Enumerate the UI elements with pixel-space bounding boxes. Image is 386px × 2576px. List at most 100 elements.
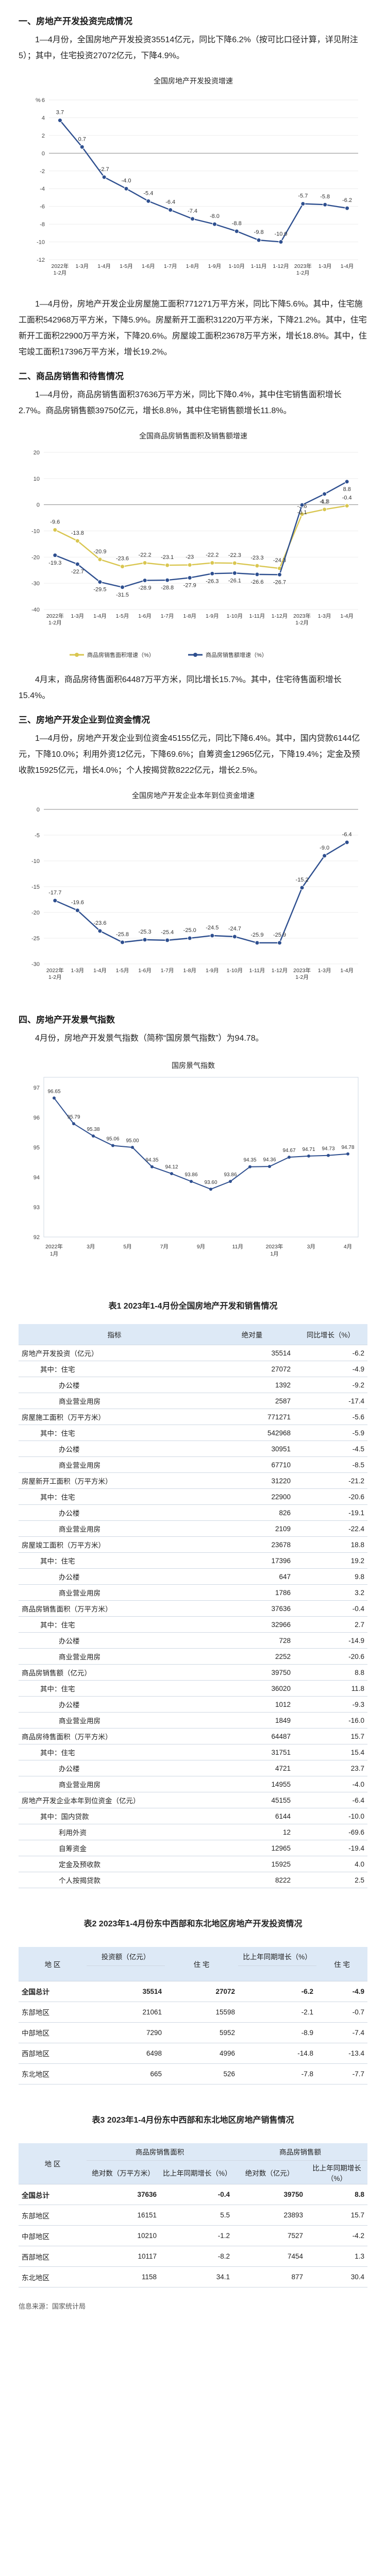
data-label: -19.6 [71,900,83,906]
data-point [256,238,261,243]
row-label: 其中：住宅 [19,1744,210,1760]
data-label: -6.2 [342,197,352,204]
row-label: 其中：住宅 [19,1488,210,1505]
data-label: -9.6 [50,519,60,525]
cell-value: 1158 [87,2266,160,2287]
table-row: 其中：住宅 22900 -20.6 [19,1488,367,1505]
row-label: 房地产开发企业本年到位资金（亿元） [19,1792,210,1808]
row-label: 商业营业用房 [19,1393,210,1409]
cell-value: -2.1 [238,2002,316,2023]
data-label: 94.35 [243,1158,256,1163]
table-row: 商业营业用房 14955 -4.0 [19,1776,367,1792]
data-point [52,527,57,532]
data-point [232,561,237,566]
cell-value: 7527 [233,2225,306,2246]
cell-value: 39750 [233,2184,306,2205]
chart-funds-growth: 全国房地产开发企业本年到位资金增速 0 -5 -10 -15 -20 -25 -30 2022年… [13,784,374,1003]
data-label: -26.6 [250,579,263,585]
chart-title: 国房景气指数 [172,1061,215,1070]
data-label: -5.8 [320,194,330,200]
cell-value: -7.8 [238,2063,316,2084]
x-tick-label: 1-3月 [75,263,89,269]
data-label: 94.73 [322,1146,334,1152]
x-tick-label: 1-7月 [163,263,177,269]
table-header: 地 区 [19,1947,87,1981]
data-point [344,206,349,211]
chart-investment-growth: 全国房地产开发投资增速 6 4 2 0 -2 -4 -6 -8 -10 -12% 2022年 1-2月 1… [13,69,374,293]
data-label: 8.8 [343,486,350,493]
data-label: -6.4 [342,832,351,838]
data-label: -25.3 [138,929,151,935]
cell-value: 37636 [87,2184,160,2205]
table-row: 办公楼 4721 23.7 [19,1760,367,1776]
data-point [187,563,192,568]
data-point [75,538,80,544]
data-label: 95.38 [87,1127,99,1132]
x-tick-label: 1-5月 [120,263,133,269]
section-title: 三、房地产开发企业到位资金情况 [19,715,150,725]
data-point [130,1146,134,1149]
table-row: 全国总计 35514 27072 -6.2 -4.9 [19,1981,367,2002]
cell-value: -4.2 [306,2225,367,2246]
table-row: 西部地区 10117 -8.2 7454 1.3 [19,2246,367,2267]
table-header: 比上年同期增长（%） [160,2160,233,2184]
data-point [145,198,150,204]
cell-value: 35514 [87,1981,165,2002]
data-label: 96.65 [47,1089,60,1094]
chart-svg: 全国房地产开发投资增速6420-2-4-6-8-10-12%2022年1-2月1… [36,77,358,276]
paragraph: 4月份，房地产开发景气指数（简称“国房景气指数”）为94.78。 [35,1034,264,1043]
table-row: 其中：国内贷款 6144 -10.0 [19,1808,367,1824]
cell-value: -0.4 [160,2184,233,2205]
data-label: 95.79 [67,1114,80,1120]
cell-value: -14.8 [238,2043,316,2064]
y-tick-label: -40 [31,607,40,613]
data-point [322,507,327,512]
cell-value: 31751 [210,1744,294,1760]
series-line [54,841,347,944]
x-tick-label: 2022年 [45,1243,63,1250]
x-tick-label: 1-9月 [205,968,219,974]
y-tick-label: 2 [41,133,44,139]
plot-frame [43,1077,358,1238]
data-point [75,562,80,567]
table-header: 指标 [19,1324,210,1345]
x-tick-label: 1-3月 [317,613,331,619]
chart-title: 全国商品房销售面积及销售额增速 [139,432,247,440]
row-label: 其中：住宅 [19,1680,210,1697]
x-tick-label: 1-9月 [208,263,221,269]
data-label: -24.7 [228,926,241,932]
table-header: 投资额（亿元） [87,1947,165,1966]
x-tick-label: 3月 [307,1244,315,1250]
cell-value: -4.9 [294,1361,367,1377]
table-header: 地 区 [19,2143,87,2184]
table-header-spacer [238,1965,316,1981]
x-tick-label: 1-2月 [295,620,309,626]
x-tick-label: 1月 [270,1251,278,1257]
data-label: 95.00 [126,1138,139,1144]
cell-value: -6.2 [294,1345,367,1361]
y-tick-label: 10 [33,476,39,482]
data-label: 93.86 [184,1172,197,1178]
x-tick-label: 1-4月 [340,263,354,269]
data-point [232,934,237,939]
y-tick-label: -15 [31,884,40,890]
data-point [164,938,170,943]
y-tick-label: -30 [31,961,40,968]
table-row: 其中：住宅 36020 11.8 [19,1680,367,1697]
chart-sales-growth: 全国商品房销售面积及销售额增速 20 10 0 -10 -20 -30 -40 2022年 1-2… [13,424,374,669]
chart-svg: 全国商品房销售面积及销售额增速20100-10-20-30-402022年1-2… [31,432,358,658]
data-point [299,512,305,517]
table-row: 房地产开发企业本年到位资金（亿元） 45155 -6.4 [19,1792,367,1808]
table-row: 个人按揭贷款 8222 2.5 [19,1872,367,1888]
y-tick-label: -8 [40,222,45,228]
x-tick-label: 1-7月 [160,613,174,619]
data-point [190,216,195,222]
cell-value: 5.5 [160,2205,233,2226]
cell-value: 1.3 [306,2246,367,2267]
cell-value: 4721 [210,1760,294,1776]
row-label: 商业营业用房 [19,1776,210,1792]
cell-value: -13.4 [316,2043,367,2064]
x-tick-label: 1-2月 [296,270,310,276]
y-tick-label: 97 [33,1085,39,1091]
cell-value: 2252 [210,1648,294,1665]
